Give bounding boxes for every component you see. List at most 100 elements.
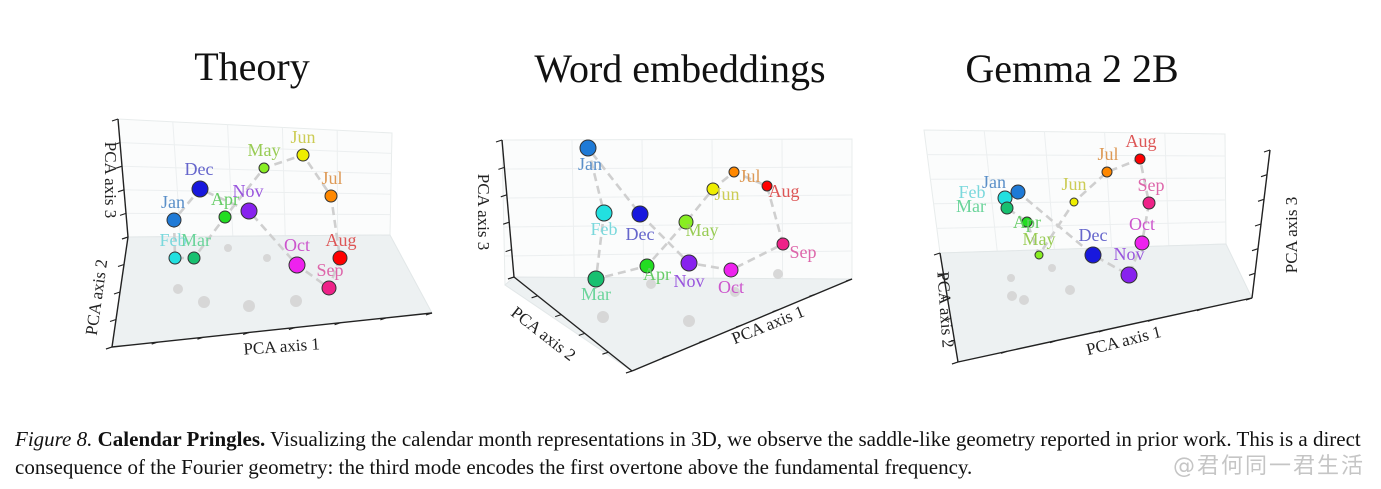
axis-line-y <box>513 276 633 372</box>
axis-line-x <box>111 312 433 348</box>
axis-tick <box>109 318 117 323</box>
axis-tick <box>602 351 609 355</box>
shadow-dot <box>773 269 783 279</box>
axis-tick <box>503 221 510 225</box>
axis-line-y <box>939 252 959 363</box>
shadow-dot <box>263 254 271 262</box>
axis-label: PCA axis 2 <box>82 258 111 336</box>
axis-tick <box>845 278 853 282</box>
axis-tick <box>113 142 121 146</box>
point-label-apr: Apr <box>643 264 671 284</box>
point-jan <box>166 212 182 228</box>
shadow-dot <box>173 284 183 294</box>
point-jun <box>706 182 720 196</box>
point-aug <box>761 180 773 192</box>
axis-tick <box>197 336 204 340</box>
point-label-feb: Feb <box>959 182 986 202</box>
point-label-may: May <box>1023 229 1056 249</box>
shadow-dot <box>1019 295 1029 305</box>
wall-grid-line <box>281 127 286 236</box>
axis-label: PCA axis 3 <box>474 174 493 251</box>
point-label-oct: Oct <box>718 277 744 297</box>
point-label-jul: Jul <box>739 166 760 186</box>
point-label-jul: Jul <box>1097 144 1118 164</box>
point-label-dec: Dec <box>1079 225 1108 245</box>
axis-tick <box>111 118 119 122</box>
shadow-dot <box>646 279 656 289</box>
point-aug <box>332 250 348 266</box>
point-label-may: May <box>686 220 719 240</box>
point-mar <box>187 251 201 265</box>
point-sep <box>321 280 337 296</box>
axis-line-z <box>117 118 129 238</box>
axis-tick <box>1248 272 1256 276</box>
point-label-jul: Jul <box>321 168 342 188</box>
point-label-feb: Feb <box>160 230 187 250</box>
axis-tick <box>948 339 955 343</box>
point-label-dec: Dec <box>185 159 214 179</box>
axis-label: PCA axis 3 <box>1282 197 1301 274</box>
shadow-dot <box>683 315 695 327</box>
axis-tick <box>1147 318 1155 322</box>
wall-grid-line <box>936 221 1226 229</box>
point-label-dec: Dec <box>626 224 655 244</box>
axis-tick <box>699 339 706 343</box>
point-label-aug: Aug <box>1126 131 1157 151</box>
axis-tick <box>117 263 125 268</box>
wall-grid-line <box>503 222 853 228</box>
point-label-oct: Oct <box>284 235 310 255</box>
axis-tick <box>772 309 779 313</box>
shadow-dot <box>243 300 255 312</box>
point-may <box>258 162 270 174</box>
point-label-jan: Jan <box>161 192 185 212</box>
back-wall <box>501 138 853 286</box>
point-label-feb: Feb <box>591 219 618 239</box>
point-label-jun: Jun <box>714 184 739 204</box>
point-sep <box>776 237 790 251</box>
axis-tick <box>531 295 538 299</box>
point-label-mar: Mar <box>581 284 611 304</box>
point-oct <box>1134 235 1150 251</box>
point-label-sep: Sep <box>1138 175 1165 195</box>
panel-title: Word embeddings <box>534 46 825 91</box>
axis-tick <box>507 276 515 280</box>
shadow-dot <box>224 244 232 252</box>
axis-tick <box>941 296 948 300</box>
axis-tick <box>1251 248 1259 252</box>
wall-grid-line <box>1043 131 1055 250</box>
point-jul <box>324 189 338 203</box>
shadow-dot <box>198 296 210 308</box>
point-label-apr: Apr <box>1013 212 1041 232</box>
wall-grid-line <box>123 189 391 195</box>
axis-tick <box>735 324 743 328</box>
axis-tick <box>151 341 158 345</box>
point-jul <box>1101 166 1113 178</box>
point-may <box>678 214 694 230</box>
point-label-nov: Nov <box>1114 244 1145 264</box>
point-label-oct: Oct <box>1129 214 1155 234</box>
wall-grid-line <box>503 194 853 199</box>
axis-tick <box>944 317 951 321</box>
axis-line-z <box>501 139 515 278</box>
axis-tick <box>425 312 433 316</box>
point-label-aug: Aug <box>769 181 800 201</box>
wall-grid-line <box>1164 133 1170 246</box>
axis-tick <box>117 189 125 193</box>
axis-tick <box>380 317 387 321</box>
caption-title: Calendar Pringles. <box>97 427 266 451</box>
axis-tick <box>119 212 127 216</box>
point-jun <box>296 148 310 162</box>
axis-tick <box>505 249 512 253</box>
axis-label: PCA axis 2 <box>933 271 957 349</box>
point-jun <box>1069 197 1079 207</box>
panel-title: Theory <box>194 44 310 89</box>
shadow-dot <box>1007 291 1017 301</box>
axis-tick <box>1263 149 1271 153</box>
axis-tick <box>578 332 585 336</box>
figure-caption: Figure 8. Calendar Pringles. Visualizing… <box>15 425 1367 481</box>
panel-theory: Theory PCA axis 1 PCA axis 2 PCA axis 3 Jan F… <box>82 44 433 359</box>
axis-tick <box>242 331 250 335</box>
point-dec <box>631 205 649 223</box>
